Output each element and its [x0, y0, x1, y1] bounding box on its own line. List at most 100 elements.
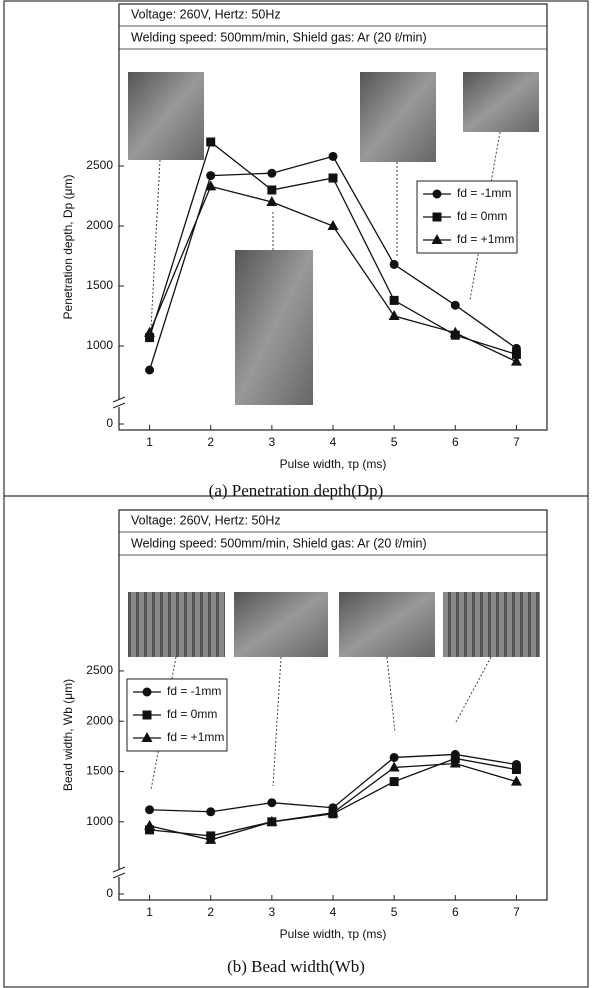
legend-marker [142, 710, 152, 720]
photo [235, 250, 313, 405]
point [389, 777, 399, 787]
y-tick-label: 0 [106, 416, 113, 430]
point [389, 259, 399, 269]
header-text: Welding speed: 500mm/min, Shield gas: Ar… [131, 30, 427, 44]
point [206, 807, 216, 817]
photos [128, 72, 540, 657]
x-axis-label: Pulse width, τp (ms) [280, 927, 387, 941]
point [511, 349, 521, 359]
point [205, 833, 217, 844]
point [328, 173, 338, 183]
axis-break [112, 866, 126, 873]
x-tick-label: 7 [513, 905, 520, 919]
x-tick-label: 2 [207, 435, 214, 449]
y-tick-label: 1000 [86, 338, 113, 352]
photo [234, 592, 328, 657]
header-text: Welding speed: 500mm/min, Shield gas: Ar… [131, 536, 427, 550]
point [389, 752, 399, 762]
x-tick-label: 5 [391, 435, 398, 449]
x-tick-label: 4 [330, 435, 337, 449]
point [145, 365, 155, 375]
point [511, 765, 521, 775]
point [144, 819, 156, 830]
series-line [149, 753, 517, 813]
x-tick-label: 5 [391, 905, 398, 919]
photo [128, 72, 204, 160]
point [267, 798, 277, 808]
point [267, 185, 277, 195]
point [327, 220, 339, 230]
y-tick-label: 2000 [86, 713, 113, 727]
x-tick-label: 1 [146, 905, 153, 919]
header-text: Voltage: 260V, Hertz: 50Hz [131, 513, 281, 527]
axis-break [115, 869, 123, 877]
x-tick-label: 1 [146, 435, 153, 449]
photo [360, 72, 436, 162]
point [205, 180, 217, 191]
point [267, 168, 277, 178]
point [206, 171, 216, 181]
axis-break [112, 872, 126, 879]
axis-break [112, 396, 126, 403]
point [145, 805, 155, 815]
photo [463, 72, 539, 132]
point [145, 333, 155, 343]
y-tick-label: 0 [106, 886, 113, 900]
point [266, 196, 278, 206]
point [145, 825, 155, 835]
point [510, 775, 522, 786]
caption: (b) Bead width(Wb) [227, 957, 365, 976]
point [388, 310, 400, 320]
y-tick-label: 1500 [86, 278, 113, 292]
arrow [272, 656, 282, 787]
legend-marker [432, 189, 442, 199]
legend-marker [141, 732, 153, 742]
y-tick-label: 1000 [86, 814, 113, 828]
point [449, 757, 461, 768]
y-tick-label: 1500 [86, 764, 113, 778]
y-tick-label: 2500 [86, 158, 113, 172]
point [450, 300, 460, 310]
photo [339, 592, 435, 657]
legend-label: fd = -1mm [457, 186, 511, 200]
arrow [150, 159, 161, 329]
photo [443, 592, 540, 657]
point [266, 815, 278, 826]
legend-marker [431, 234, 443, 244]
point [206, 137, 216, 147]
legend-label: fd = +1mm [457, 232, 514, 246]
x-tick-label: 7 [513, 435, 520, 449]
y-tick-label: 2000 [86, 218, 113, 232]
outer-border [3, 0, 589, 988]
arrow [386, 656, 396, 733]
photo [128, 592, 225, 657]
caption: (a) Penetration depth(Dp) [209, 481, 384, 500]
series-line [149, 757, 517, 837]
point [144, 326, 156, 337]
header-text: Voltage: 260V, Hertz: 50Hz [131, 7, 281, 21]
x-tick-label: 3 [269, 435, 276, 449]
point [327, 806, 339, 817]
axis-break [115, 399, 123, 407]
arrow [455, 656, 492, 723]
y-tick-label: 2500 [86, 663, 113, 677]
x-tick-label: 4 [330, 905, 337, 919]
legend-marker [432, 212, 442, 222]
x-axis-label: Pulse width, τp (ms) [280, 457, 387, 471]
x-tick-label: 3 [269, 905, 276, 919]
legend-label: fd = 0mm [167, 707, 217, 721]
legend-marker [142, 687, 152, 697]
legend-label: fd = -1mm [167, 684, 221, 698]
legend-label: fd = 0mm [457, 209, 507, 223]
point [328, 151, 338, 161]
x-tick-label: 2 [207, 905, 214, 919]
y-axis-label: Penetration depth, Dp (μm) [61, 175, 75, 320]
series-line [149, 762, 517, 841]
x-tick-label: 6 [452, 435, 459, 449]
legend-label: fd = +1mm [167, 730, 224, 744]
axis-break [112, 402, 126, 409]
y-axis-label: Bead width, Wb (μm) [61, 679, 75, 791]
point [510, 355, 522, 366]
